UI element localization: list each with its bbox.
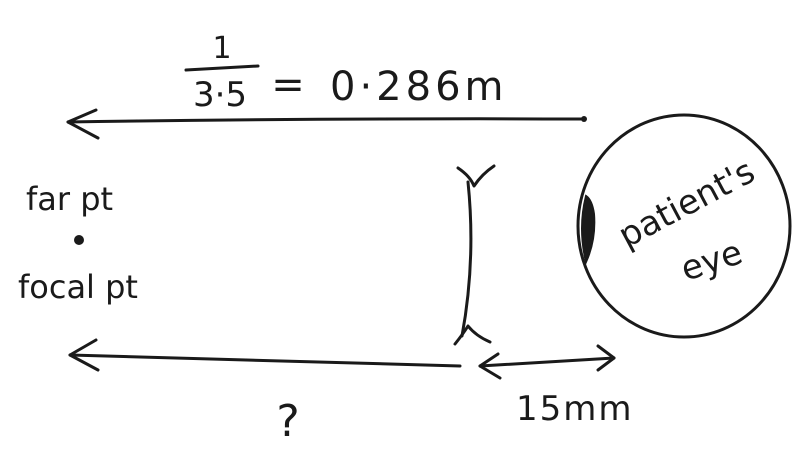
formula: 1 3·5 = 0·286m	[184, 31, 507, 115]
eye-cornea-mark	[581, 194, 596, 266]
patient-eye-label-line1: patient's	[612, 151, 762, 256]
formula-denominator: 3·5	[193, 75, 247, 115]
lens-distance-label: 15mm	[516, 389, 634, 429]
formula-numerator: 1	[212, 31, 231, 66]
lens-to-eye-arrow	[478, 344, 616, 380]
fraction-bar	[184, 64, 260, 72]
focal-point-label: focal pt	[18, 268, 138, 306]
unknown-distance-label: ?	[276, 396, 299, 447]
patient-eye: patient's eye	[576, 113, 792, 339]
formula-equals: =	[271, 62, 305, 108]
diverging-lens	[453, 164, 496, 346]
focal-point-dot	[74, 235, 84, 245]
top-distance-arrow	[66, 108, 587, 140]
unknown-distance-arrow	[68, 338, 462, 372]
arrow-end-dot	[581, 116, 587, 122]
patient-eye-label-line2: eye	[676, 232, 747, 289]
eye-circle	[576, 113, 792, 339]
far-point-label: far pt	[26, 180, 113, 218]
formula-result: 0·286m	[330, 64, 507, 110]
